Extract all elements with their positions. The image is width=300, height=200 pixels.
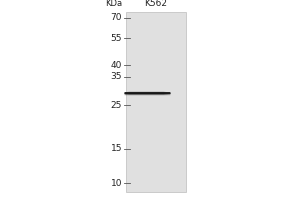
Text: K562: K562 <box>145 0 167 8</box>
Text: 40: 40 <box>111 61 122 70</box>
Text: 10: 10 <box>110 179 122 188</box>
Text: 55: 55 <box>110 34 122 43</box>
Text: KDa: KDa <box>105 0 122 8</box>
Bar <box>126 12 186 192</box>
Text: 70: 70 <box>110 13 122 22</box>
Text: 15: 15 <box>110 144 122 153</box>
Text: 35: 35 <box>110 72 122 81</box>
Text: 25: 25 <box>111 101 122 110</box>
